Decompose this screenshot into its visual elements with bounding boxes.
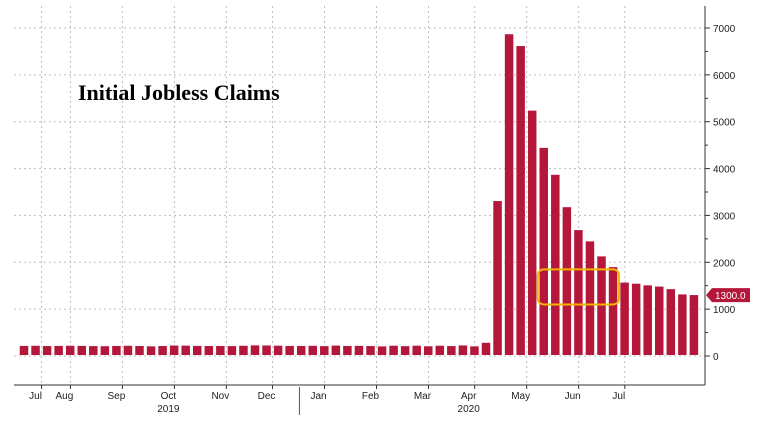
axes: 0 1000 2000 3000 4000 5000 6000 7000 Jul Aug Sep Oc… (14, 6, 750, 415)
bar (100, 346, 110, 355)
y-tick-label: 3000 (713, 211, 736, 222)
bar (227, 346, 237, 355)
bar (204, 346, 214, 355)
bar (239, 345, 248, 355)
bar (597, 256, 606, 355)
x-tick-label: Apr (461, 391, 477, 402)
highlight-box (536, 268, 621, 306)
x-tick-label: Jul (612, 391, 625, 402)
bar (135, 346, 144, 355)
bar (516, 46, 525, 355)
x-tick-label: Aug (56, 391, 74, 402)
x-tick-label: Oct (161, 391, 177, 402)
gridlines (14, 6, 705, 385)
bar (608, 267, 618, 355)
bar (574, 230, 583, 355)
bar (193, 345, 202, 355)
bar (366, 346, 375, 355)
y-tick-label: 4000 (713, 165, 736, 176)
last-value-label: 1300.0 (715, 291, 746, 302)
bar (146, 346, 156, 355)
year-label: 2019 (157, 404, 180, 415)
x-tick-label: Feb (362, 391, 380, 402)
bar (412, 345, 421, 355)
bar (585, 241, 595, 355)
bar (250, 345, 260, 355)
bar (89, 346, 98, 355)
bar (458, 345, 468, 355)
bar (689, 295, 699, 355)
x-tick-label: May (511, 391, 530, 402)
chart-title: Initial Jobless Claims (78, 80, 280, 105)
bar (377, 346, 387, 355)
bar (539, 147, 548, 355)
bar (158, 346, 167, 355)
bar (389, 345, 398, 355)
bar (447, 346, 456, 355)
last-value-flag (706, 288, 750, 303)
y-tick-label: 5000 (713, 118, 736, 129)
bar (400, 346, 410, 355)
bar (77, 345, 86, 355)
x-tick-label: Dec (258, 391, 276, 402)
bar (296, 345, 306, 355)
bar (169, 345, 179, 355)
bar (262, 345, 271, 355)
bar (470, 346, 479, 355)
y-tick-label: 6000 (713, 71, 736, 82)
bar (354, 345, 364, 355)
bar (655, 286, 664, 355)
y-tick-label: 1000 (713, 305, 736, 316)
bar (273, 345, 283, 355)
bar (181, 345, 190, 355)
bar (678, 294, 687, 355)
bar (320, 346, 329, 355)
bar (54, 345, 63, 355)
bar (435, 345, 445, 355)
bar (643, 285, 652, 355)
bars (19, 34, 699, 356)
bar (123, 345, 133, 355)
x-tick-label: Jan (310, 391, 326, 402)
bar (481, 342, 491, 355)
bar (504, 34, 514, 356)
x-tick-label: Nov (211, 391, 229, 402)
y-tick-label: 2000 (713, 258, 736, 269)
bar (493, 201, 502, 355)
bar (308, 345, 317, 355)
bar (424, 346, 433, 355)
bar (631, 283, 641, 355)
bar (65, 345, 75, 355)
x-tick-label: Mar (414, 391, 432, 402)
bar (331, 345, 341, 355)
y-tick-label: 0 (713, 352, 719, 363)
bar (112, 345, 121, 355)
year-label: 2020 (458, 404, 481, 415)
bar (620, 282, 629, 355)
x-tick-label: Jun (565, 391, 581, 402)
bar (285, 345, 294, 355)
y-tick-label: 7000 (713, 24, 736, 35)
bar (42, 346, 52, 355)
bar (551, 174, 560, 355)
bar (666, 289, 676, 355)
bar (31, 345, 40, 355)
bar (19, 345, 29, 355)
x-tick-label: Jul (29, 391, 42, 402)
x-tick-label: Sep (108, 391, 126, 402)
bar (343, 345, 352, 355)
bar (216, 345, 225, 355)
bar (527, 110, 537, 355)
bar (562, 207, 572, 355)
